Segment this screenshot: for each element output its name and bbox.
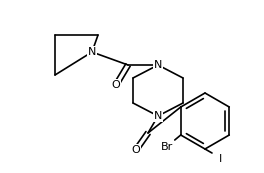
Text: N: N (88, 47, 96, 57)
Text: O: O (132, 145, 140, 155)
Text: I: I (219, 154, 223, 164)
Text: O: O (112, 80, 120, 90)
Text: N: N (154, 111, 162, 121)
Text: Br: Br (161, 142, 173, 152)
Text: N: N (154, 60, 162, 70)
